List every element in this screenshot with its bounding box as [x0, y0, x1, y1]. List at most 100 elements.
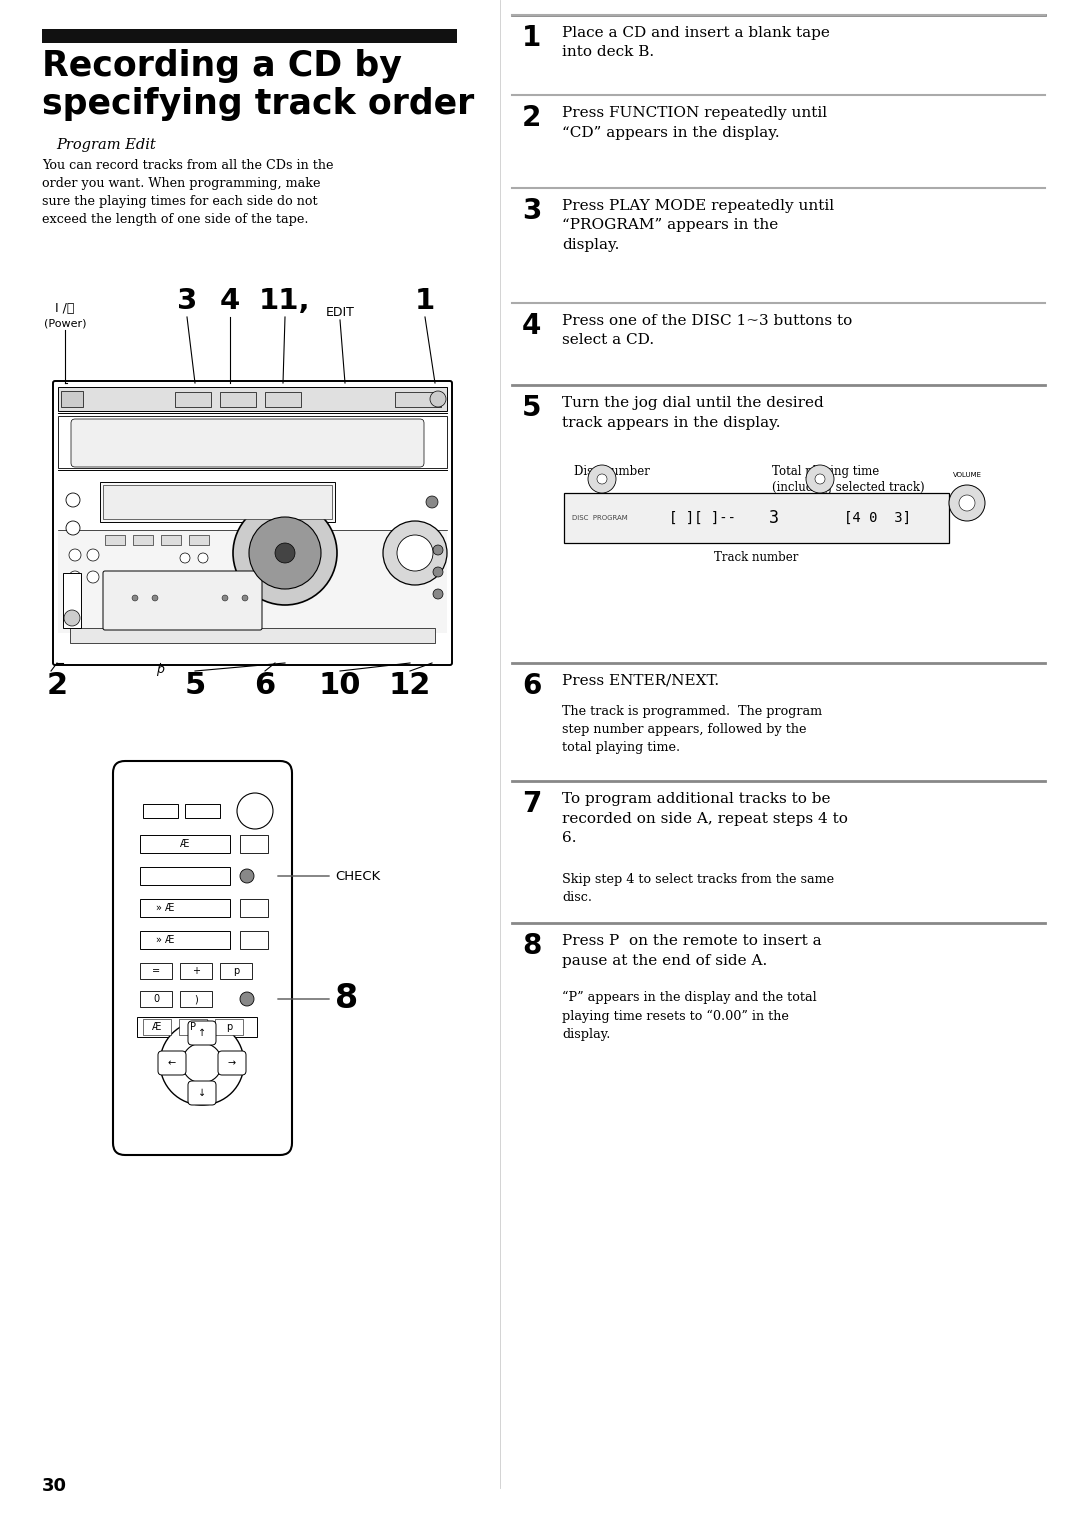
- Text: p: p: [157, 662, 164, 676]
- Circle shape: [237, 793, 273, 829]
- Bar: [175, 392, 211, 406]
- Bar: [240, 931, 268, 949]
- Text: Disc number: Disc number: [573, 464, 650, 478]
- Text: +: +: [192, 966, 200, 977]
- Bar: [133, 535, 153, 546]
- Text: P: P: [190, 1023, 195, 1032]
- Text: →: →: [228, 1058, 237, 1069]
- Text: Total playing time
(including selected track): Total playing time (including selected t…: [772, 464, 924, 494]
- Bar: [103, 484, 332, 520]
- Text: Press P  on the remote to insert a
pause at the end of side A.: Press P on the remote to insert a pause …: [562, 934, 822, 967]
- Circle shape: [433, 567, 443, 576]
- Bar: [140, 931, 230, 949]
- Circle shape: [430, 391, 446, 406]
- FancyBboxPatch shape: [188, 1021, 216, 1046]
- Text: » Æ: » Æ: [156, 903, 174, 914]
- Bar: [215, 1019, 243, 1035]
- Bar: [143, 803, 178, 819]
- Text: Æ: Æ: [152, 1023, 162, 1032]
- Bar: [161, 535, 181, 546]
- Bar: [185, 803, 220, 819]
- Text: Turn the jog dial until the desired
track appears in the display.: Turn the jog dial until the desired trac…: [562, 396, 824, 429]
- Text: ): ): [194, 993, 198, 1004]
- Bar: [58, 415, 447, 468]
- Circle shape: [249, 517, 321, 589]
- Bar: [265, 392, 301, 406]
- FancyBboxPatch shape: [103, 570, 262, 630]
- Circle shape: [815, 474, 825, 484]
- Circle shape: [198, 593, 208, 602]
- Circle shape: [806, 464, 834, 494]
- Text: Skip step 4 to select tracks from the same
disc.: Skip step 4 to select tracks from the sa…: [562, 872, 834, 904]
- Bar: [143, 1019, 171, 1035]
- Bar: [220, 963, 252, 980]
- Circle shape: [69, 549, 81, 561]
- Bar: [140, 868, 230, 885]
- Text: 2: 2: [48, 671, 68, 701]
- FancyBboxPatch shape: [218, 1052, 246, 1075]
- Text: 8: 8: [335, 983, 359, 1015]
- Circle shape: [222, 595, 228, 601]
- Bar: [58, 530, 447, 633]
- Circle shape: [183, 1042, 222, 1082]
- Text: 10: 10: [319, 671, 361, 701]
- Bar: [140, 898, 230, 917]
- Text: Program Edit: Program Edit: [56, 138, 156, 152]
- Text: EDIT: EDIT: [325, 307, 354, 319]
- Text: 12: 12: [389, 671, 431, 701]
- Text: 5: 5: [185, 671, 205, 701]
- Circle shape: [426, 497, 438, 507]
- Bar: [564, 494, 949, 543]
- Text: 3: 3: [177, 287, 198, 314]
- Text: Press FUNCTION repeatedly until
“CD” appears in the display.: Press FUNCTION repeatedly until “CD” app…: [562, 106, 827, 140]
- Circle shape: [433, 546, 443, 555]
- Circle shape: [66, 494, 80, 507]
- Bar: [395, 392, 441, 406]
- Circle shape: [180, 553, 190, 563]
- Text: Place a CD and insert a blank tape
into deck B.: Place a CD and insert a blank tape into …: [562, 26, 829, 60]
- Text: 7: 7: [522, 789, 541, 819]
- Circle shape: [64, 610, 80, 625]
- Text: 3: 3: [522, 198, 541, 225]
- Bar: [137, 1016, 257, 1036]
- Text: 0: 0: [153, 993, 159, 1004]
- Text: 6: 6: [255, 671, 275, 701]
- FancyBboxPatch shape: [188, 1081, 216, 1105]
- Text: Æ: Æ: [180, 839, 190, 849]
- Circle shape: [87, 549, 99, 561]
- FancyBboxPatch shape: [71, 419, 424, 468]
- Bar: [240, 898, 268, 917]
- Circle shape: [959, 495, 975, 510]
- FancyBboxPatch shape: [158, 1052, 186, 1075]
- Text: p: p: [226, 1023, 232, 1032]
- Text: 3: 3: [769, 509, 779, 527]
- Bar: [60, 391, 83, 406]
- Bar: [105, 535, 125, 546]
- FancyBboxPatch shape: [53, 382, 453, 665]
- Text: 11,: 11,: [259, 287, 311, 314]
- Bar: [140, 963, 172, 980]
- Circle shape: [233, 501, 337, 606]
- Bar: [58, 386, 447, 411]
- Circle shape: [198, 573, 208, 583]
- Bar: [70, 629, 435, 642]
- Text: CHECK: CHECK: [335, 869, 380, 883]
- Text: VOLUME: VOLUME: [953, 472, 982, 478]
- Bar: [63, 573, 81, 629]
- Text: =: =: [152, 966, 160, 977]
- Circle shape: [198, 553, 208, 563]
- Circle shape: [152, 595, 158, 601]
- Text: 1: 1: [522, 25, 541, 52]
- Circle shape: [240, 992, 254, 1006]
- Text: I /Ⓢ: I /Ⓢ: [55, 302, 75, 314]
- Text: You can record tracks from all the CDs in the
order you want. When programming, : You can record tracks from all the CDs i…: [42, 159, 334, 225]
- Circle shape: [383, 521, 447, 586]
- Circle shape: [66, 521, 80, 535]
- Bar: [140, 990, 172, 1007]
- Bar: [100, 481, 335, 523]
- Circle shape: [397, 535, 433, 570]
- Text: 2: 2: [522, 104, 541, 132]
- Bar: [180, 963, 212, 980]
- Text: 4: 4: [522, 313, 541, 340]
- Bar: [42, 29, 457, 43]
